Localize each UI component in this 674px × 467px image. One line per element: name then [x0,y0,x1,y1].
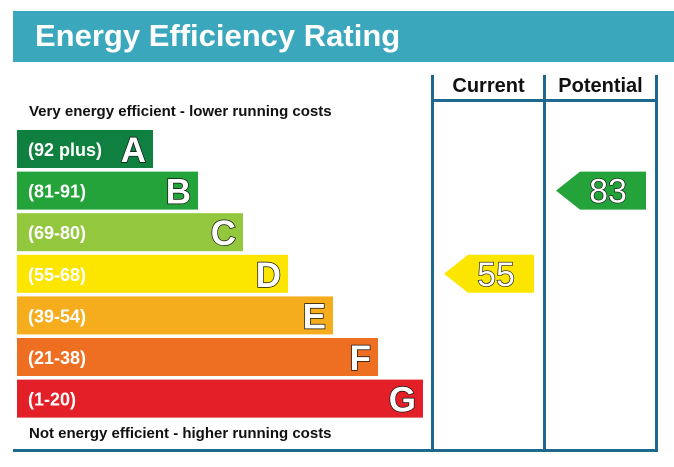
band-letter-label: B [166,173,191,212]
band-bar-c [17,213,243,252]
band-range-label: (81-91) [28,182,86,202]
band-d: (55-68) D [17,254,288,295]
potential-column-header: Potential [558,75,643,97]
band-letter-label: C [211,214,236,253]
frame-right-line [655,75,658,451]
current-rating-arrow [444,254,534,293]
band-bar-g [17,379,423,418]
band-letter-label: D [256,256,281,295]
header-banner: Energy Efficiency Rating [13,11,674,62]
band-bar-a [17,130,153,168]
bottom-line [13,449,658,452]
band-bar-b [17,171,198,210]
band-letter-label: A [121,131,146,170]
band-f: (21-38) F [17,338,378,379]
current-rating-value: 55 [477,256,515,294]
band-range-label: (21-38) [28,348,86,368]
frame-middle-line [543,75,546,451]
band-bar-f [17,338,378,376]
band-a: (92 plus) A [17,130,153,171]
header-underline [431,99,658,102]
frame-left-line [431,75,434,451]
band-c: (69-80) C [17,213,243,254]
potential-rating-value: 83 [589,173,627,211]
band-range-label: (39-54) [28,306,86,326]
efficient-note: Very energy efficient - lower running co… [29,103,332,120]
inefficient-note: Not energy efficient - higher running co… [29,425,332,442]
band-letter-label: G [389,381,416,420]
band-letter-label: E [303,297,326,336]
band-range-label: (55-68) [28,265,86,285]
current-column-header: Current [452,75,525,97]
band-b: (81-91) B [17,171,198,212]
page-title: Energy Efficiency Rating [35,18,401,53]
band-range-label: (69-80) [28,223,86,243]
band-range-label: (92 plus) [28,140,102,160]
band-g: (1-20) G [17,379,423,420]
band-e: (39-54) E [17,296,333,337]
band-bar-d [17,254,288,293]
current-rating: 55 [444,254,534,294]
band-bar-e [17,296,333,335]
band-range-label: (1-20) [28,390,76,410]
band-letter-label: F [350,339,371,378]
potential-rating: 83 [556,171,646,211]
potential-rating-arrow [556,171,646,210]
